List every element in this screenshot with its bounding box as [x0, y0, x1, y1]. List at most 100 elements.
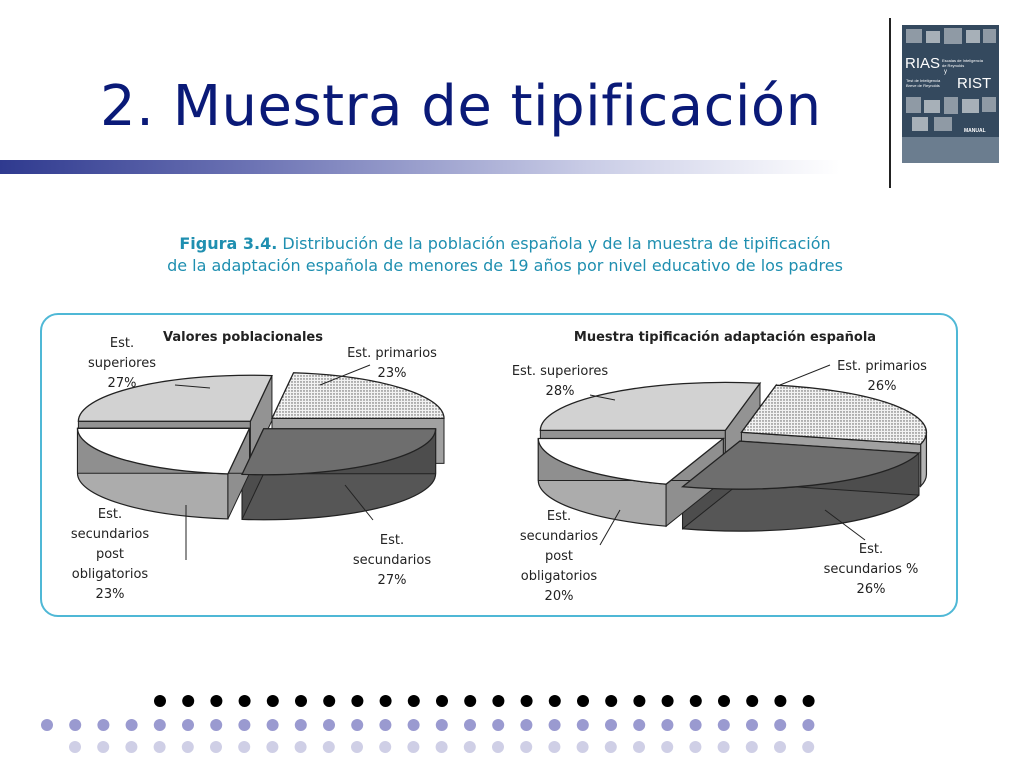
decor-dot: [689, 719, 702, 731]
decor-dot: [266, 719, 279, 731]
decor-dot: [153, 741, 166, 753]
cover-rist-sub1: Test de Inteligencia: [906, 78, 941, 83]
decor-dot: [407, 741, 420, 753]
decor-dot: [520, 741, 533, 753]
decor-dot: [41, 719, 53, 731]
decor-dot: [689, 695, 702, 707]
chart-frame: [40, 313, 958, 617]
decor-dot: [323, 695, 336, 707]
decor-dot: [379, 719, 392, 731]
decor-dot: [548, 695, 561, 707]
slice-label: Est. primarios 26%: [837, 359, 927, 394]
decor-dot: [717, 741, 730, 753]
decor-dot: [463, 741, 476, 753]
decor-dot: [774, 719, 787, 731]
cover-rist-sub2: Breve de Reynolds: [906, 83, 940, 88]
decor-dot: [774, 741, 786, 753]
decor-dot: [323, 719, 335, 731]
decor-dot: [351, 695, 364, 707]
decor-dot: [238, 695, 251, 707]
vertical-divider: [889, 18, 891, 188]
decor-dot: [238, 719, 251, 731]
decor-dot: [322, 741, 335, 753]
decor-dot: [295, 695, 307, 707]
leader-line: [344, 484, 374, 521]
decor-dot: [520, 695, 533, 707]
decor-dot: [633, 695, 646, 707]
decor-dot: [153, 719, 166, 731]
cover-rias: RIAS: [905, 55, 941, 72]
decor-dot: [182, 719, 194, 731]
cover-rist: RIST: [957, 75, 992, 92]
decor-dot: [548, 741, 561, 753]
decor-dot: [181, 741, 194, 753]
decor-dot: [774, 695, 787, 707]
cover-rias-sub2: de Reynolds: [942, 63, 965, 68]
decor-dot: [802, 695, 815, 707]
decor-dot: [266, 695, 279, 707]
decor-dot: [492, 741, 504, 753]
slice-label: Est. primarios 23%: [347, 346, 437, 381]
decor-dot: [210, 741, 222, 753]
decor-dot: [407, 695, 420, 707]
decor-dot: [745, 741, 758, 753]
pie-slice: [270, 372, 445, 420]
decor-dot: [605, 719, 617, 731]
cover-manual-label: MANUAL: [964, 128, 986, 134]
decor-dot: [661, 741, 674, 753]
slide-title: 2. Muestra de tipificación: [100, 74, 822, 139]
pie-slice: [680, 440, 921, 490]
slice-label: Est. secundarios 27%: [353, 533, 432, 588]
decor-dot: [435, 741, 448, 753]
decor-dot: [689, 741, 702, 753]
figure-caption-line2: de la adaptación española de menores de …: [167, 256, 843, 275]
decor-dot: [379, 741, 392, 753]
pie-slice: [77, 374, 273, 422]
leader-line: [589, 394, 616, 401]
pie-chart-2: Muestra tipificación adaptación española…: [512, 330, 927, 604]
decor-dot: [294, 741, 307, 753]
decor-dot: [802, 719, 815, 731]
decor-dot: [97, 741, 110, 753]
pie-slice: [76, 427, 251, 475]
pie-slice: [740, 384, 928, 445]
decor-dot: [125, 719, 138, 731]
pie-slice: [537, 437, 726, 485]
decor-dot: [718, 695, 730, 707]
decor-dot: [717, 719, 730, 731]
leader-line: [599, 509, 621, 546]
slice-label: Est. secundarios post obligatorios 20%: [520, 509, 599, 604]
decor-dot: [238, 741, 251, 753]
decor-dot: [633, 719, 646, 731]
decor-dot: [576, 719, 589, 731]
decor-dot: [69, 719, 82, 731]
figure-caption-line1: Distribución de la población española y …: [282, 234, 831, 253]
decor-dot: [294, 719, 307, 731]
decor-dot: [464, 695, 477, 707]
decor-dot: [125, 741, 138, 753]
title-gradient-rule: [0, 160, 840, 174]
leader-line: [824, 509, 866, 541]
decor-dot: [492, 719, 505, 731]
decor-dot: [802, 741, 815, 753]
decor-dot: [577, 695, 589, 707]
decor-dot: [548, 719, 561, 731]
slice-label: Est. secundarios post obligatorios 23%: [71, 507, 150, 602]
decor-dot: [661, 719, 674, 731]
decor-dot: [210, 719, 223, 731]
cover-rias-sub1: Escalas de Inteligencia: [942, 58, 983, 63]
manual-cover-image: RIAS Escalas de Inteligencia de Reynolds…: [902, 25, 999, 163]
figure-caption-label: Figura 3.4.: [179, 234, 278, 253]
decor-dot: [605, 695, 618, 707]
leader-line: [779, 364, 831, 386]
decor-dot: [746, 719, 758, 731]
decor-dot: [351, 741, 363, 753]
leader-line: [319, 364, 371, 386]
decor-dot: [407, 719, 420, 731]
decor-dot: [182, 695, 195, 707]
pie-chart-1: Valores poblacionales Est. superiores 27% Es…: [71, 330, 445, 602]
decor-dot: [435, 719, 448, 731]
leader-line: [174, 384, 211, 389]
slice-label: Est. secundarios % 26%: [824, 542, 919, 597]
